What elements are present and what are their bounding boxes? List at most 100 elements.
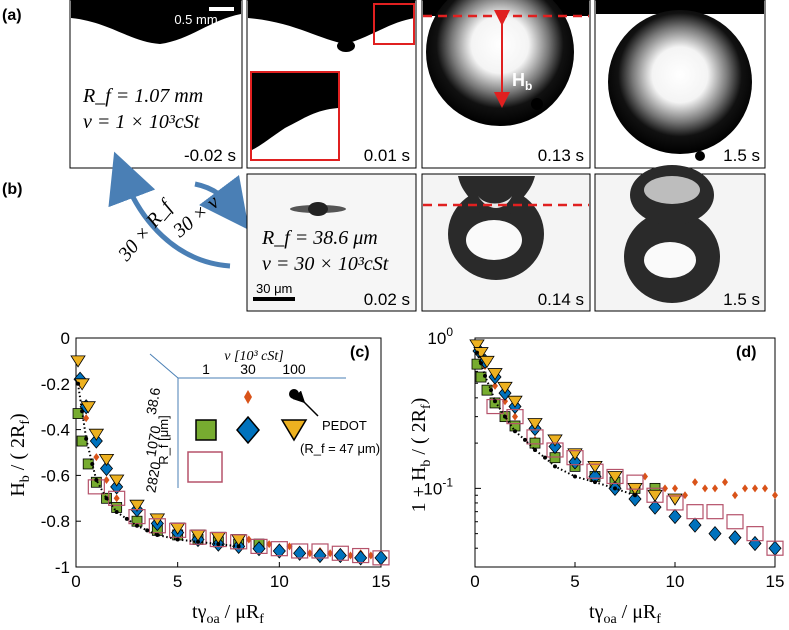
time-label: 1.5 s [723,146,760,165]
arrow-nu-label: 30 × ν [168,191,223,242]
data-point [647,489,663,502]
legend-row: 1070 [142,424,163,458]
data-point [479,355,495,369]
data-point [646,487,664,503]
y-tick-label: -0.6 [41,466,70,485]
data-point [568,454,582,470]
data-point [93,453,100,462]
time-label: 0.02 s [364,290,410,309]
data-point [72,408,84,419]
frame-a4: 1.5 s [594,0,766,169]
data-point [526,429,544,445]
frame-b2: 0.14 s [421,173,591,312]
data-point [83,414,90,423]
panel-label-b: (b) [2,181,22,198]
data-point [286,542,293,551]
zoom-inset [250,71,340,161]
y-tick-label: -1 [55,558,70,577]
chart-c: 0 5 10 15 0 -0.2 -0.4 -0.6 -0.8 -1 (c) Hb / ( 2Rf… [7,329,390,627]
fit-curve [77,383,239,548]
y-tick-label: -0.2 [41,375,70,394]
data-point [108,474,125,487]
data-point [110,479,124,495]
x-tick-label: 10 [666,572,685,591]
data-point [728,530,742,546]
data-point [209,531,227,548]
data-point [327,549,334,558]
data-point [129,499,145,512]
legend-row: 2820 [142,460,163,494]
x-tick-label: 5 [570,572,579,591]
data-point [103,475,110,484]
data-point [648,499,662,515]
data-point [672,484,678,493]
data-point [80,401,96,414]
data-point [313,547,327,564]
data-point [230,534,248,550]
frame-b1: R_f = 38.6 μm ν = 30 × 10³cSt 30 μm 0.02… [246,173,417,312]
data-point [149,513,166,526]
legend: ν [10³ cSt] 1 30 100 R_f [μm] 38.6 1070 … [142,349,380,494]
panel-label-c: (c) [350,344,370,361]
x-axis-label: tγoa / μRf [192,601,264,627]
data-point [688,517,702,533]
data-point [626,474,644,490]
data-point [746,526,764,542]
arrow-rf-label: 30 × R_f [113,195,178,266]
x-axis-label: tγoa / μRf [589,601,661,627]
x-tick-label: 15 [372,572,391,591]
time-label: 1.5 s [723,290,760,309]
legend-marker [187,451,223,483]
data-point [252,541,266,557]
data-point [726,514,744,530]
scale-bar [253,297,295,301]
y-tick-label: -0.8 [41,512,70,531]
data-point [712,484,718,493]
time-label: 0.14 s [538,290,584,309]
data-point [108,490,126,506]
plot-area [75,337,382,568]
data-point [372,550,390,566]
data-point [686,504,704,520]
data-point [492,381,498,390]
y-tick-label: 0 [61,329,70,348]
data-point [354,550,368,566]
data-point [706,504,724,520]
data-point [512,412,518,421]
legend-row: 38.6 [143,386,164,416]
y-tick-label: -0.4 [41,421,70,440]
legend-marker [195,419,217,441]
fit-curve [476,352,636,497]
data-point [628,491,642,507]
legend-col: 30 [240,361,256,377]
data-point [702,484,708,493]
nu-text-b: ν = 30 × 10³cSt [262,253,389,275]
x-tick-label: 15 [766,572,785,591]
data-point [566,450,584,466]
rf-text-b: R_f = 38.6 μm [261,227,378,249]
data-point [607,471,623,484]
data-point [367,551,374,560]
data-point [567,448,583,461]
data-point [347,551,354,560]
time-label: 0.01 s [364,146,410,165]
data-point [487,368,503,381]
data-point [752,484,758,493]
y-axis-label: Hb / ( 2Rf) [7,413,33,496]
y-axis-label: 1 + Hb / ( 2Rf) [408,398,434,513]
data-point [89,433,103,449]
data-point [88,428,105,441]
data-point [762,484,768,493]
rf-text-a: R_f = 1.07 mm [82,85,203,107]
data-point [148,518,166,534]
legend-marker [244,390,252,404]
legend-arrow [292,390,319,417]
data-point [666,495,684,511]
legend-row-header: R_f [μm] [156,415,171,464]
data-point [742,484,748,493]
data-point [293,545,307,561]
data-point [507,395,523,408]
data-point [272,543,286,559]
data-point [128,509,146,525]
